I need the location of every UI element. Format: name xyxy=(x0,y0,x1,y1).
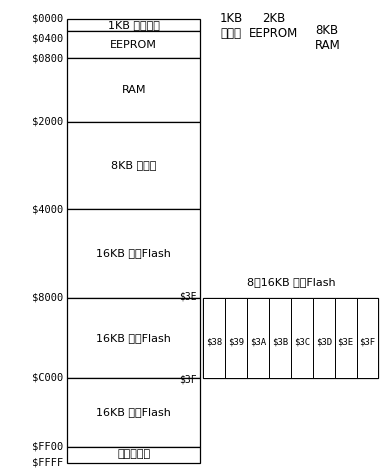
Text: EEPROM: EEPROM xyxy=(110,40,157,50)
Bar xyxy=(313,298,335,378)
Text: 8个16KB 页面Flash: 8个16KB 页面Flash xyxy=(246,277,335,287)
Text: $FFFF: $FFFF xyxy=(32,457,63,468)
Text: 1KB 寄存器区: 1KB 寄存器区 xyxy=(108,20,160,30)
Text: 中断向量区: 中断向量区 xyxy=(117,449,151,460)
Bar xyxy=(335,298,357,378)
Bar xyxy=(203,298,378,378)
Text: RAM: RAM xyxy=(122,85,146,95)
Text: 2KB
EEPROM: 2KB EEPROM xyxy=(249,12,298,40)
Text: $FF00: $FF00 xyxy=(32,441,63,452)
Text: $0400: $0400 xyxy=(32,33,63,44)
Bar xyxy=(67,298,200,378)
Bar xyxy=(203,298,225,378)
Text: $39: $39 xyxy=(228,337,244,346)
Text: $38: $38 xyxy=(206,337,222,346)
Bar xyxy=(269,298,291,378)
Bar xyxy=(291,298,313,378)
Text: 8KB
RAM: 8KB RAM xyxy=(315,24,340,51)
Text: $4000: $4000 xyxy=(32,204,63,214)
Bar xyxy=(67,447,200,463)
Text: $C000: $C000 xyxy=(32,373,63,383)
Text: 8KB 未定义: 8KB 未定义 xyxy=(111,160,156,171)
Text: 16KB 固定Flash: 16KB 固定Flash xyxy=(96,248,171,259)
Text: $3F: $3F xyxy=(179,374,197,385)
Text: 1KB
寄存器: 1KB 寄存器 xyxy=(219,12,243,40)
Text: $3A: $3A xyxy=(250,337,266,346)
Bar xyxy=(67,58,200,122)
Text: $3D: $3D xyxy=(316,337,332,346)
Bar xyxy=(247,298,269,378)
Text: $8000: $8000 xyxy=(32,292,63,303)
Bar xyxy=(67,31,200,58)
Text: $3B: $3B xyxy=(272,337,288,346)
Text: 16KB 分页Flash: 16KB 分页Flash xyxy=(96,333,171,343)
Text: $3E: $3E xyxy=(338,337,354,346)
Text: $3F: $3F xyxy=(360,337,376,346)
Text: $3C: $3C xyxy=(294,337,310,346)
Text: 16KB 固定Flash: 16KB 固定Flash xyxy=(96,407,171,417)
Bar xyxy=(357,298,378,378)
Bar xyxy=(67,122,200,209)
Text: $2000: $2000 xyxy=(32,116,63,127)
Bar xyxy=(225,298,247,378)
Bar xyxy=(67,209,200,298)
Bar xyxy=(67,378,200,447)
Text: $0000: $0000 xyxy=(32,14,63,24)
Text: $3E: $3E xyxy=(179,291,197,301)
Bar xyxy=(67,19,200,31)
Text: $0800: $0800 xyxy=(32,53,63,64)
